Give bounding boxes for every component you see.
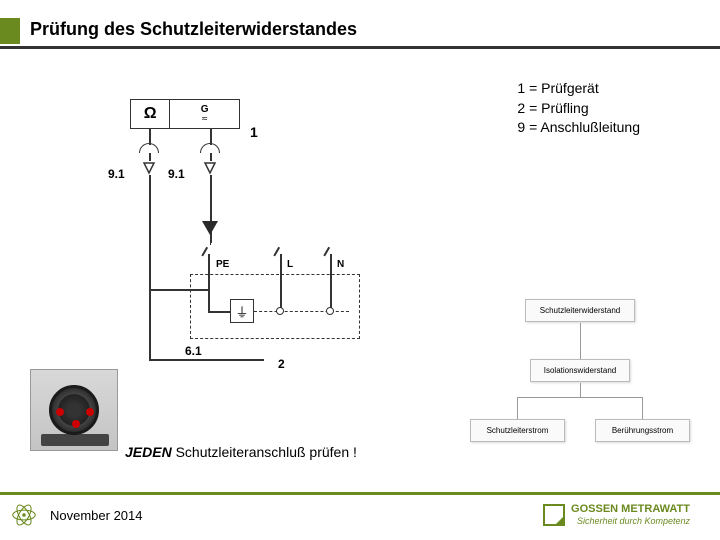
brand-name: GOSSEN METRAWATT (571, 504, 690, 515)
warning-rest: Schutzleiteranschluß prüfen ! (172, 444, 357, 460)
label-pe: PE (216, 259, 229, 270)
header: Prüfung des Schutzleiterwiderstandes (0, 0, 720, 49)
ohm-symbol: Ω (131, 100, 170, 128)
device-box (190, 274, 360, 339)
label-1: 1 (250, 124, 258, 140)
flow-box-1: Schutzleiterwiderstand (525, 299, 635, 322)
content-area: 1 = Prüfgerät 2 = Prüfling 9 = Anschlußl… (0, 49, 720, 469)
label-n: N (337, 259, 344, 270)
brand-logo: GOSSEN METRAWATT Sicherheit durch Kompet… (543, 504, 690, 526)
probe-right (203, 161, 217, 175)
flow-box-2: Isolationswiderstand (530, 359, 630, 382)
legend-line-1: 1 = Prüfgerät (517, 79, 640, 99)
flowchart: Schutzleiterwiderstand Isolationswiderst… (465, 299, 695, 479)
flow-box-4: Berührungsstrom (595, 419, 690, 442)
header-accent (0, 18, 20, 44)
circuit-diagram: Ω G ≂ 1 9.1 9.1 (130, 99, 410, 379)
brand-tagline: Sicherheit durch Kompetenz (571, 516, 690, 526)
label-91b: 9.1 (168, 167, 185, 181)
legend-line-3: 9 = Anschlußleitung (517, 118, 640, 138)
legend: 1 = Prüfgerät 2 = Prüfling 9 = Anschlußl… (517, 79, 640, 138)
probe-tip-icon (202, 221, 218, 235)
cable-reel-photo (30, 369, 118, 451)
label-2: 2 (278, 357, 285, 371)
load-box: ⏚ (230, 299, 254, 323)
flow-box-3: Schutzleiterstrom (470, 419, 565, 442)
ground-symbol: ⏚ (235, 302, 248, 321)
legend-line-2: 2 = Prüfling (517, 99, 640, 119)
footer: November 2014 GOSSEN METRAWATT Sicherhei… (0, 492, 720, 540)
label-l: L (287, 259, 293, 270)
probe-left (142, 161, 156, 175)
warning-emphasis: JEDEN (125, 444, 172, 460)
label-91a: 9.1 (108, 167, 125, 181)
tester-box: Ω G ≂ (130, 99, 240, 129)
generator-wave: ≂ (201, 115, 208, 123)
footer-date: November 2014 (50, 508, 143, 523)
label-61: 6.1 (185, 344, 202, 358)
atom-icon (10, 501, 38, 529)
page-title: Prüfung des Schutzleiterwiderstandes (20, 19, 357, 44)
warning-text: JEDEN Schutzleiteranschluß prüfen ! (125, 444, 357, 460)
